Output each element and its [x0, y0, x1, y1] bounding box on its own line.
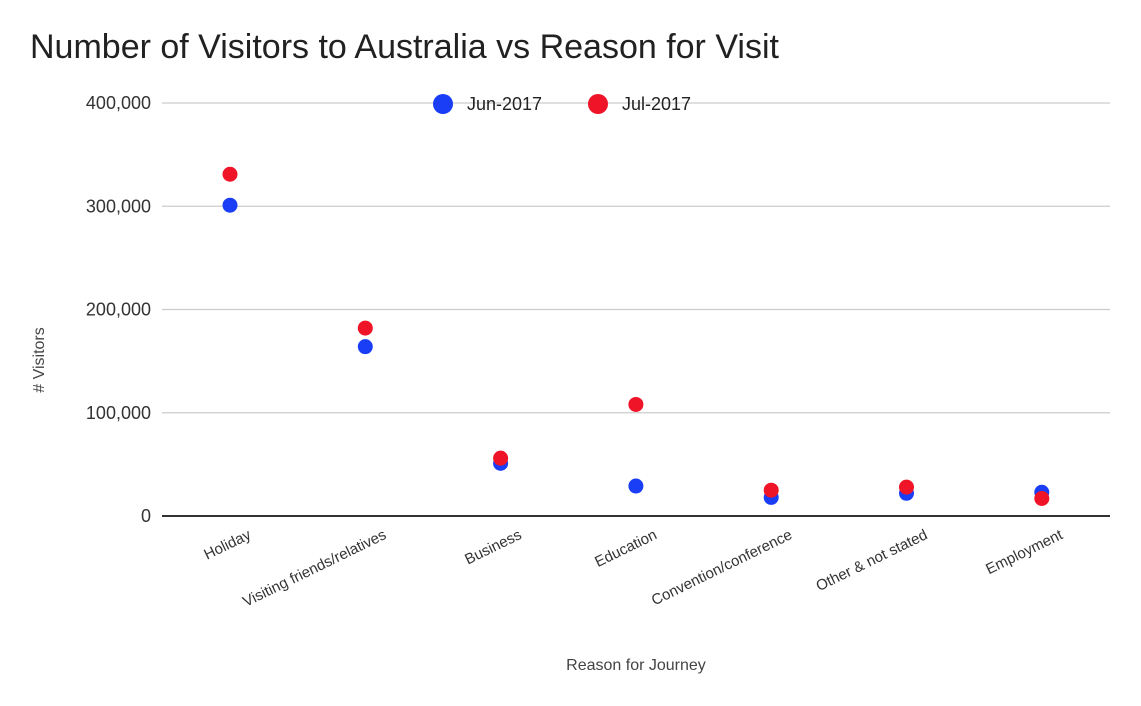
- x-tick-label-business: Business: [462, 526, 524, 568]
- point-jul-2017-other-not-stated: [899, 479, 914, 495]
- y-tick-label: 300,000: [86, 196, 151, 216]
- x-tick-label-holiday: Holiday: [201, 526, 254, 563]
- x-axis-title: Reason for Journey: [566, 657, 706, 674]
- point-jul-2017-convention-conference: [763, 482, 779, 498]
- legend-label-jul-2017: Jul-2017: [622, 94, 691, 114]
- x-tick-label-other-not-stated: Other & not stated: [813, 526, 930, 595]
- y-axis-title: # Visitors: [31, 327, 48, 393]
- legend: Jun-2017 Jul-2017: [433, 94, 691, 114]
- chart-title: Number of Visitors to Australia vs Reaso…: [30, 28, 779, 66]
- y-tick-label: 0: [141, 506, 151, 526]
- legend-marker-jun-2017: [433, 94, 453, 114]
- y-tick-label: 100,000: [86, 403, 151, 423]
- point-jun-2017-education: [628, 478, 644, 494]
- point-jul-2017-business: [493, 450, 509, 466]
- legend-marker-jul-2017: [588, 94, 608, 114]
- grid-lines: [162, 102, 1110, 517]
- point-jun-2017-holiday: [222, 197, 238, 213]
- y-tick-label: 400,000: [86, 93, 151, 113]
- legend-label-jun-2017: Jun-2017: [467, 94, 542, 114]
- y-tick-labels: 0 100,000 200,000 300,000 400,000: [86, 93, 151, 526]
- point-jul-2017-employment: [1034, 490, 1050, 506]
- y-tick-label: 200,000: [86, 300, 151, 320]
- x-tick-label-convention-conference: Convention/conference: [649, 526, 795, 609]
- x-tick-label-education: Education: [592, 526, 659, 571]
- point-jul-2017-education: [628, 396, 644, 412]
- point-jun-2017-visiting-friends-relatives: [357, 339, 373, 355]
- x-tick-label-employment: Employment: [983, 526, 1066, 578]
- x-tick-label-visiting-friends-relatives: Visiting friends/relatives: [240, 526, 389, 610]
- point-jul-2017-holiday: [222, 166, 238, 182]
- data-points: [222, 166, 1050, 506]
- point-jul-2017-visiting-friends-relatives: [357, 320, 373, 336]
